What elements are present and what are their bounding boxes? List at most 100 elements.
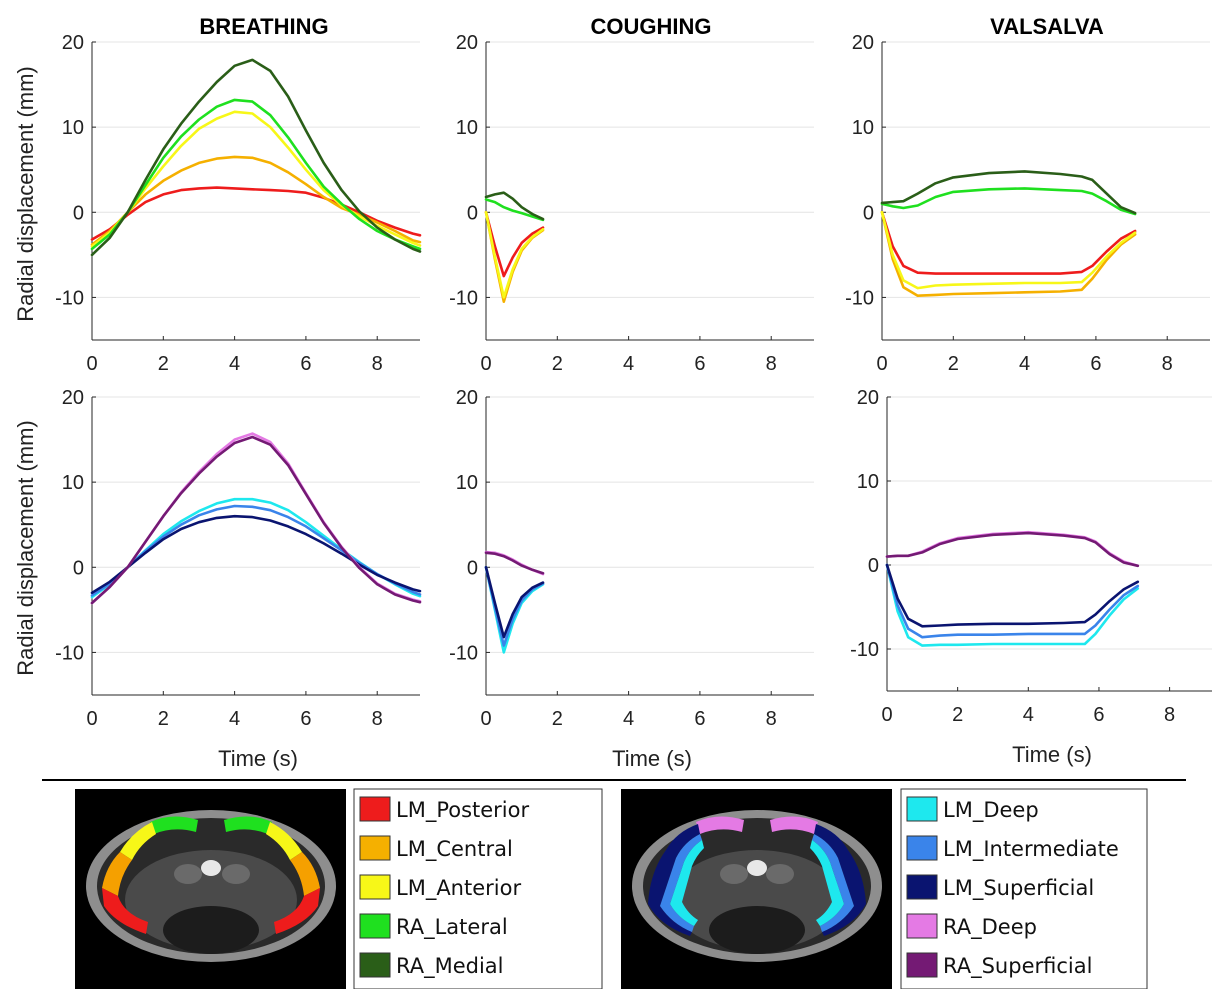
y-tick-label: 0 xyxy=(868,555,879,577)
panel-breathing-layers: 20 10 0 -10 0 2 4 6 8 xyxy=(55,387,422,730)
x-tick-label: 8 xyxy=(372,353,383,375)
x-tick-label: 4 xyxy=(623,353,634,375)
legend-swatch-lm-deep xyxy=(906,796,938,822)
series-line-lm-deep xyxy=(885,563,1140,647)
panel-breathing-lm-ra-regions: 20 10 0 -10 0 2 4 6 8 xyxy=(55,32,422,375)
x-tick-label: 4 xyxy=(1019,353,1030,375)
series-line-lm-posterior xyxy=(880,211,1137,275)
x-tick-label: 0 xyxy=(881,704,892,726)
x-tick-label: 6 xyxy=(1093,704,1104,726)
y-tick-label: -10 xyxy=(850,639,879,661)
y-tick-label: 20 xyxy=(62,387,84,409)
y-tick-label: 0 xyxy=(863,202,874,224)
series-line-ra-medial xyxy=(90,58,422,257)
x-tick-label: 0 xyxy=(480,353,491,375)
y-tick-label: -10 xyxy=(449,287,478,309)
series-line-lm-posterior xyxy=(90,186,422,241)
x-tick-label: 6 xyxy=(1090,353,1101,375)
legend-label-lm-deep: LM_Deep xyxy=(943,798,1039,823)
x-tick-label: 2 xyxy=(552,353,563,375)
legend-label-lm-superficial: LM_Superficial xyxy=(943,876,1094,901)
series-line-lm-intermediate xyxy=(90,504,422,597)
column-title-breathing: BREATHING xyxy=(199,14,328,39)
x-tick-label: 2 xyxy=(158,708,169,730)
legend-label-ra-medial: RA_Medial xyxy=(396,954,504,979)
series-line-lm-intermediate xyxy=(885,563,1140,639)
x-tick-label: 0 xyxy=(86,353,97,375)
series-line-lm-superficial xyxy=(885,563,1140,628)
series-line-ra-medial xyxy=(880,170,1137,215)
y-tick-label: -10 xyxy=(845,287,874,309)
y-tick-label: -10 xyxy=(55,287,84,309)
legend-swatch-ra-superficial xyxy=(906,952,938,978)
legend-swatch-ra-medial xyxy=(359,952,391,978)
legend-label-lm-intermediate: LM_Intermediate xyxy=(943,837,1119,862)
y-tick-label: 20 xyxy=(62,32,84,54)
series-line-ra-lateral xyxy=(90,98,422,251)
y-tick-label: 20 xyxy=(852,32,874,54)
x-tick-label: 8 xyxy=(766,708,777,730)
y-tick-label: 10 xyxy=(857,471,879,493)
legend-layers: LM_Deep LM_Intermediate LM_Superficial RA_D… xyxy=(900,788,1148,989)
legend-regions: LM_Posterior LM_Central LM_Anterior RA_Late… xyxy=(353,788,603,989)
column-title-coughing: COUGHING xyxy=(591,14,712,39)
x-tick-label: 6 xyxy=(300,353,311,375)
series-line-ra-deep xyxy=(885,530,1140,568)
legend-label-lm-posterior: LM_Posterior xyxy=(396,798,529,823)
x-tick-label: 8 xyxy=(1162,353,1173,375)
y-tick-label: 10 xyxy=(852,117,874,139)
legend-swatch-ra-deep xyxy=(906,913,938,939)
y-tick-label: 10 xyxy=(456,472,478,494)
series-line-lm-central xyxy=(90,155,422,246)
series-line-lm-posterior xyxy=(484,211,545,278)
legend-box xyxy=(900,788,1148,989)
x-tick-label: 4 xyxy=(1023,704,1034,726)
legend-label-ra-lateral: RA_Lateral xyxy=(396,915,508,940)
y-axis-label-top: Radial displacement (mm) xyxy=(13,66,38,322)
x-axis-label-coughing: Time (s) xyxy=(612,746,692,771)
x-tick-label: 8 xyxy=(1164,704,1175,726)
series-line-ra-superficial xyxy=(885,531,1140,568)
panel-coughing-layers: 20 10 0 -10 0 2 4 6 8 xyxy=(449,387,814,730)
legend-label-lm-central: LM_Central xyxy=(396,837,513,862)
series-line-lm-anterior xyxy=(880,211,1137,290)
y-tick-label: 20 xyxy=(857,387,879,409)
legend-swatch-lm-anterior xyxy=(359,874,391,900)
series-line-lm-superficial xyxy=(484,566,545,639)
panel-coughing-lm-ra-regions: 20 10 0 -10 0 2 4 6 8 xyxy=(449,32,814,375)
series-line-ra-lateral xyxy=(484,198,545,222)
series-line-ra-superficial xyxy=(484,551,545,575)
legend-swatch-lm-intermediate xyxy=(906,835,938,861)
y-tick-label: -10 xyxy=(449,642,478,664)
y-tick-label: 0 xyxy=(467,202,478,224)
x-tick-label: 4 xyxy=(623,708,634,730)
y-tick-label: 0 xyxy=(73,557,84,579)
y-axis-label-bottom: Radial displacement (mm) xyxy=(13,420,38,676)
x-tick-label: 6 xyxy=(694,353,705,375)
x-tick-label: 4 xyxy=(229,353,240,375)
x-tick-label: 4 xyxy=(229,708,240,730)
x-axis-label-valsalva: Time (s) xyxy=(1012,742,1092,767)
x-tick-label: 2 xyxy=(158,353,169,375)
legend-swatch-ra-lateral xyxy=(359,913,391,939)
legend-label-lm-anterior: LM_Anterior xyxy=(396,876,521,901)
y-tick-label: 0 xyxy=(467,557,478,579)
mri-image-regions xyxy=(75,789,346,989)
series-line-lm-superficial xyxy=(90,514,422,595)
x-tick-label: 0 xyxy=(86,708,97,730)
y-tick-label: 10 xyxy=(62,117,84,139)
x-tick-label: 2 xyxy=(952,704,963,726)
x-tick-label: 0 xyxy=(876,353,887,375)
x-tick-label: 8 xyxy=(372,708,383,730)
series-line-ra-superficial xyxy=(90,435,422,605)
legend-swatch-lm-central xyxy=(359,835,391,861)
panel-valsalva-lm-ra-regions: 20 10 0 -10 0 2 4 6 8 xyxy=(845,32,1210,375)
y-tick-label: 10 xyxy=(456,117,478,139)
x-tick-label: 2 xyxy=(948,353,959,375)
y-tick-label: 10 xyxy=(62,472,84,494)
x-axis-label-breathing: Time (s) xyxy=(218,746,298,771)
series-line-ra-medial xyxy=(484,191,545,221)
y-tick-label: 20 xyxy=(456,387,478,409)
series-line-lm-anterior xyxy=(484,211,545,299)
